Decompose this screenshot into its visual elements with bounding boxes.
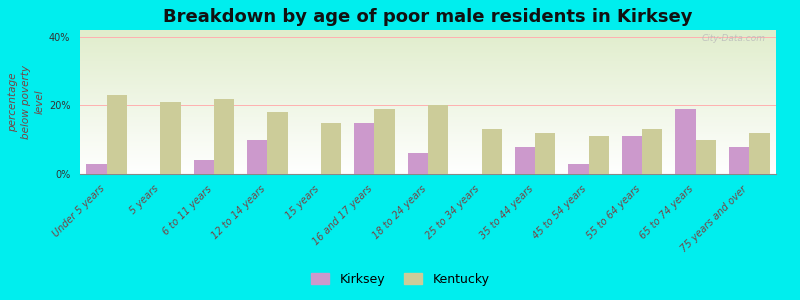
Bar xyxy=(86,164,106,174)
Bar xyxy=(267,112,288,174)
Bar xyxy=(354,123,374,174)
Bar xyxy=(194,160,214,174)
Bar xyxy=(675,109,696,174)
Bar xyxy=(160,102,181,174)
Bar xyxy=(514,147,535,174)
Legend: Kirksey, Kentucky: Kirksey, Kentucky xyxy=(306,268,494,291)
Bar xyxy=(482,129,502,174)
Bar xyxy=(750,133,770,174)
Bar xyxy=(408,153,428,174)
Bar xyxy=(535,133,555,174)
Bar xyxy=(214,99,234,174)
Bar xyxy=(589,136,609,174)
Bar xyxy=(374,109,395,174)
Bar xyxy=(642,129,662,174)
Bar xyxy=(428,105,448,174)
Bar xyxy=(696,140,716,174)
Y-axis label: percentage
below poverty
level: percentage below poverty level xyxy=(8,65,45,139)
Text: City-Data.com: City-Data.com xyxy=(702,34,766,43)
Bar xyxy=(247,140,267,174)
Bar xyxy=(622,136,642,174)
Title: Breakdown by age of poor male residents in Kirksey: Breakdown by age of poor male residents … xyxy=(163,8,693,26)
Bar xyxy=(568,164,589,174)
Bar xyxy=(321,123,342,174)
Bar xyxy=(729,147,750,174)
Bar xyxy=(106,95,127,174)
